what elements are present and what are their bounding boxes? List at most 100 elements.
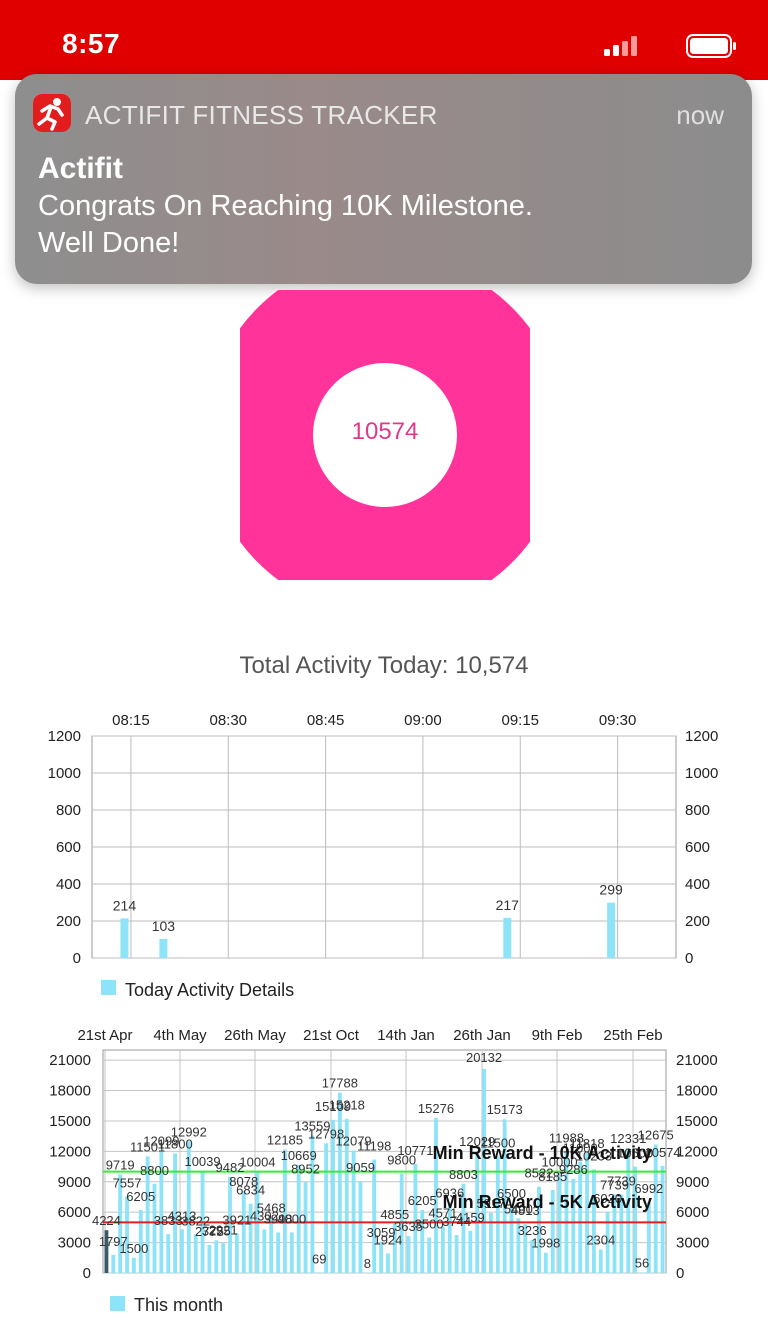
chart1-x-tick: 08:45 <box>307 712 345 729</box>
chart2-data-label: 12992 <box>171 1124 207 1139</box>
chart2-x-tick: 26th Jan <box>453 1027 511 1044</box>
chart2-data-label: 12029 <box>459 1134 495 1149</box>
chart2-bar <box>276 1232 281 1273</box>
notification-title: Actifit <box>38 152 123 185</box>
chart1-y-tick-left: 800 <box>56 802 81 819</box>
chart2-bar <box>564 1151 569 1273</box>
chart2-data-label: 15218 <box>329 1098 365 1113</box>
notification-body-line-1: Congrats On Reaching 10K Milestone. <box>38 190 533 222</box>
chart2-bar <box>660 1165 665 1273</box>
chart2-bar <box>283 1149 287 1273</box>
chart1-y-tick-right: 1000 <box>685 765 718 782</box>
chart1-legend-swatch <box>101 980 116 995</box>
chart2-bar <box>509 1207 514 1273</box>
chart2-y-tick-right: 3000 <box>676 1235 709 1252</box>
chart2-y-tick-right: 0 <box>676 1265 684 1282</box>
chart2-bar <box>461 1183 466 1273</box>
chart2-bar <box>516 1218 521 1273</box>
chart1-bar <box>159 938 168 958</box>
chart2-data-label: 6020 <box>593 1191 622 1206</box>
notification-banner[interactable]: ACTIFIT FITNESS TRACKER now Actifit Cong… <box>15 74 752 284</box>
activity-donut-chart <box>240 290 530 580</box>
chart2-bar <box>186 1141 191 1273</box>
chart2-bar <box>214 1240 219 1273</box>
chart2-data-label: 4313 <box>167 1208 196 1223</box>
chart2-data-label: 6205 <box>126 1189 155 1204</box>
battery-icon <box>686 34 736 58</box>
chart2-data-label: 1797 <box>99 1234 128 1249</box>
chart2-bar <box>550 1190 555 1273</box>
chart2-data-label: 11198 <box>357 1138 391 1153</box>
chart2-bar <box>337 1092 342 1273</box>
chart2-data-label: 9800 <box>387 1153 416 1168</box>
chart2-data-label: 2304 <box>586 1233 615 1248</box>
chart2-x-tick: 4th May <box>153 1027 207 1044</box>
chart2-data-label: 4855 <box>380 1207 409 1222</box>
chart2-bar <box>427 1237 432 1273</box>
chart2-data-label: 1998 <box>531 1236 560 1251</box>
chart1-x-tick: 09:15 <box>501 712 539 729</box>
status-time: 8:57 <box>62 28 121 59</box>
chart2-data-label: 8078 <box>229 1174 258 1189</box>
chart2-data-label: 3822 <box>181 1213 210 1228</box>
chart2-bar <box>392 1223 397 1273</box>
chart2-y-tick-left: 15000 <box>49 1113 91 1130</box>
chart2-data-label: 5917 <box>476 1196 505 1211</box>
chart2-data-label: 10771 <box>397 1143 433 1158</box>
chart2-bar <box>145 1156 150 1273</box>
chart2-y-tick-left: 21000 <box>49 1052 91 1069</box>
chart1-y-tick-left: 400 <box>56 876 81 893</box>
chart2-data-label: 13559 <box>294 1119 330 1134</box>
chart2-data-label: 9482 <box>216 1160 245 1175</box>
monthly-activity-chart: 0 0 3000 3000 6000 6000 9000 9000 12000 12000 1500… <box>49 1027 717 1315</box>
chart2-data-label: 8 <box>364 1256 371 1271</box>
chart2-bar <box>386 1253 390 1273</box>
chart2-bar <box>152 1183 157 1273</box>
chart2-data-label: 3635 <box>394 1219 423 1234</box>
chart2-bar <box>578 1161 583 1273</box>
chart2-data-label: 15173 <box>487 1102 523 1117</box>
chart2-bar <box>406 1236 411 1273</box>
chart1-y-tick-right: 400 <box>685 876 710 893</box>
chart2-bar <box>221 1243 226 1273</box>
chart2-data-label: 12099 <box>143 1133 179 1148</box>
notification-app-name: ACTIFIT FITNESS TRACKER <box>85 100 438 130</box>
status-bar: 8:57 <box>0 0 768 80</box>
chart2-data-label: 8952 <box>291 1161 320 1176</box>
chart2-y-tick-left: 3000 <box>58 1235 91 1252</box>
chart2-data-label: 11501 <box>130 1139 165 1154</box>
chart1-y-tick-left: 1000 <box>48 765 81 782</box>
chart2-data-label: 4813 <box>511 1203 540 1218</box>
chart2-x-tick: 26th May <box>224 1027 286 1044</box>
chart2-data-label: 11800 <box>157 1136 192 1151</box>
today-activity-chart: 0 0 200 200 400 400 600 600 800 800 1000 1000 1200 12… <box>48 712 719 1000</box>
chart2-bar <box>543 1252 548 1273</box>
chart2-data-label: 8185 <box>538 1169 567 1184</box>
chart2-bar <box>619 1194 624 1273</box>
chart2-bar <box>207 1244 212 1273</box>
chart2-data-label: 3225 <box>202 1223 231 1238</box>
chart2-bar <box>180 1229 184 1273</box>
chart2-data-label: 7739 <box>600 1178 629 1193</box>
chart2-bar <box>125 1196 129 1273</box>
chart2-bar <box>591 1169 596 1273</box>
chart2-data-label: 10233 <box>576 1148 612 1163</box>
chart2-data-label: 9286 <box>559 1162 588 1177</box>
chart2-data-label: 10039 <box>184 1154 220 1169</box>
chart1-x-tick: 08:30 <box>209 712 247 729</box>
chart2-y-tick-right: 6000 <box>676 1204 709 1221</box>
chart2-bar <box>131 1257 136 1273</box>
chart2-data-label: 3500 <box>415 1217 444 1232</box>
chart2-y-tick-left: 18000 <box>49 1083 91 1100</box>
runner-icon <box>33 94 71 132</box>
chart2-data-label: 20132 <box>466 1050 502 1065</box>
chart2-y-tick-left: 6000 <box>58 1204 91 1221</box>
chart2-bar <box>111 1254 116 1273</box>
chart2-x-tick: 21st Oct <box>303 1027 360 1044</box>
chart1-legend-label: Today Activity Details <box>125 980 294 1000</box>
chart2-data-label: 12331 <box>610 1131 646 1146</box>
chart1-data-label: 299 <box>599 882 623 898</box>
chart2-bar <box>440 1226 445 1273</box>
chart2-bar <box>166 1234 171 1273</box>
chart1-bar <box>607 902 616 958</box>
